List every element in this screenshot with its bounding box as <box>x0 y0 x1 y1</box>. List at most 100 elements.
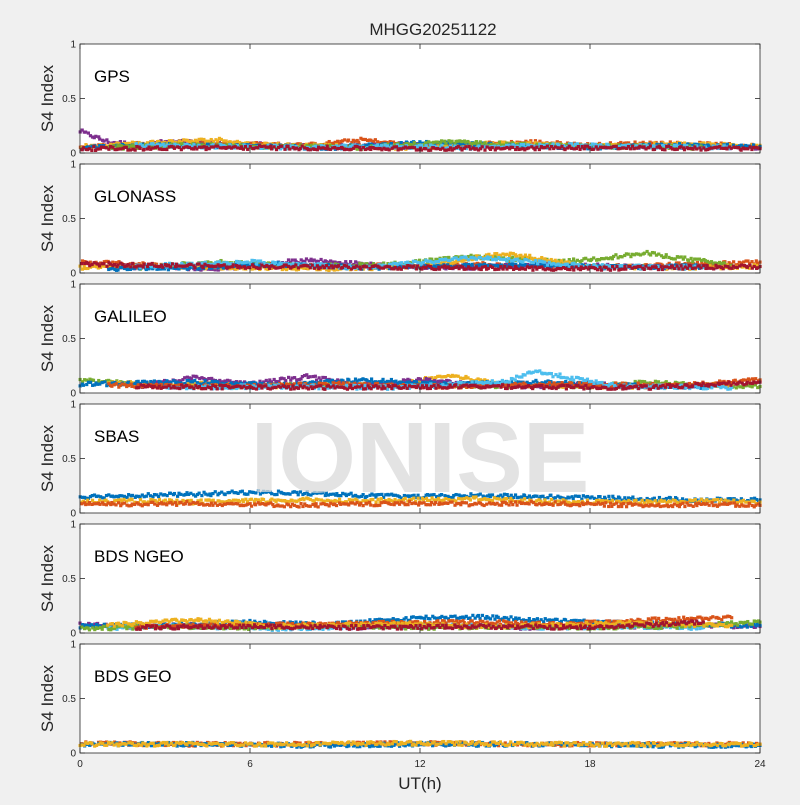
data-point <box>466 140 469 143</box>
data-point <box>173 147 176 150</box>
data-point <box>609 269 612 272</box>
data-point <box>444 142 447 145</box>
data-point <box>92 379 95 382</box>
data-point <box>256 259 259 262</box>
data-point <box>347 266 350 269</box>
data-point <box>663 148 666 151</box>
data-point <box>171 262 174 265</box>
data-point <box>425 144 428 147</box>
data-point <box>479 256 482 259</box>
data-point <box>511 262 514 265</box>
data-point <box>355 145 358 148</box>
data-point <box>534 259 537 262</box>
data-point <box>638 145 641 148</box>
data-point <box>732 260 735 263</box>
data-point <box>96 148 99 151</box>
data-point <box>424 147 427 150</box>
ytick-label: 1 <box>70 40 76 51</box>
data-point <box>690 257 693 260</box>
data-point <box>572 257 575 260</box>
data-point <box>228 266 231 269</box>
data-point <box>522 143 525 146</box>
data-point <box>440 139 443 142</box>
data-point <box>189 263 192 266</box>
data-point <box>138 147 141 150</box>
data-point <box>347 138 350 141</box>
data-point <box>622 146 625 149</box>
data-point <box>438 268 441 271</box>
data-point <box>365 265 368 268</box>
data-point <box>259 259 262 262</box>
data-point <box>683 255 686 258</box>
data-point <box>475 265 478 268</box>
data-point <box>369 139 372 142</box>
data-point <box>483 149 486 152</box>
data-point <box>197 262 200 265</box>
data-point <box>680 264 683 267</box>
data-point <box>570 147 573 150</box>
ytick-label: 1 <box>70 160 76 171</box>
data-point <box>469 267 472 270</box>
data-point <box>240 266 243 269</box>
data-point <box>481 145 484 148</box>
data-point <box>161 148 164 151</box>
data-point <box>269 145 272 148</box>
data-point <box>311 264 314 267</box>
data-point <box>677 267 680 270</box>
data-point <box>388 148 391 151</box>
data-point <box>309 148 312 151</box>
data-point <box>720 262 723 265</box>
panel-label: GPS <box>94 67 130 86</box>
data-point <box>319 147 322 150</box>
data-point <box>116 144 119 147</box>
data-point <box>420 148 423 151</box>
axes-background <box>80 284 760 393</box>
data-point <box>470 263 473 266</box>
data-point <box>155 265 158 268</box>
data-point <box>707 267 710 270</box>
data-point <box>92 261 95 264</box>
data-point <box>169 265 172 268</box>
data-point <box>357 140 360 143</box>
data-point <box>744 147 747 150</box>
data-point <box>540 256 543 259</box>
data-point <box>695 258 698 261</box>
data-point <box>572 268 575 271</box>
data-point <box>464 145 467 148</box>
data-point <box>475 258 478 261</box>
data-point <box>450 267 453 270</box>
data-point <box>280 145 283 148</box>
data-point <box>576 259 579 262</box>
data-point <box>279 266 282 269</box>
data-point <box>657 268 660 271</box>
data-point <box>294 263 297 266</box>
data-point <box>202 145 205 148</box>
data-point <box>531 269 534 272</box>
data-point <box>305 257 308 260</box>
data-point <box>440 144 443 147</box>
data-point <box>274 261 277 264</box>
data-point <box>450 140 453 143</box>
ytick-label: 0.5 <box>62 214 76 225</box>
data-point <box>742 386 745 389</box>
data-point <box>355 265 358 268</box>
data-point <box>84 130 87 133</box>
ylabel: S4 Index <box>38 184 57 252</box>
data-point <box>618 264 621 267</box>
data-point <box>665 253 668 256</box>
data-point <box>244 267 247 270</box>
data-point <box>98 137 101 140</box>
data-point <box>511 146 514 149</box>
data-point <box>651 265 654 268</box>
data-point <box>584 257 587 260</box>
data-point <box>436 147 439 150</box>
data-point <box>105 265 108 268</box>
data-point <box>125 146 128 149</box>
data-point <box>201 266 204 269</box>
data-point <box>415 267 418 270</box>
data-point <box>712 267 715 270</box>
